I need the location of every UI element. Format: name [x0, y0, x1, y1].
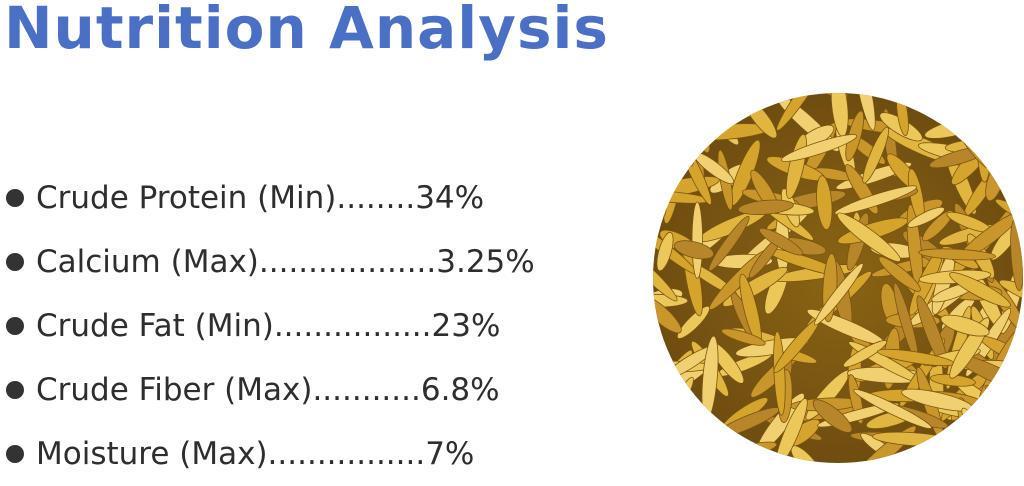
worm	[1001, 93, 1023, 115]
worm	[708, 215, 750, 272]
worm	[676, 305, 711, 339]
page: {"header": {"title": "Nutrition Analysis…	[4, 0, 1023, 472]
worm	[691, 201, 704, 279]
worm	[940, 314, 990, 337]
worm	[961, 407, 1000, 463]
worm	[989, 93, 1023, 129]
bullet	[6, 317, 24, 335]
worm	[814, 263, 864, 326]
worm	[1008, 99, 1023, 163]
worms	[653, 93, 1023, 463]
worm	[918, 248, 996, 261]
worm	[759, 227, 804, 256]
worm	[669, 93, 695, 167]
worm	[943, 430, 971, 463]
bullet	[6, 253, 24, 271]
nutrition-item: Crude Fiber (Max)...........6.8%	[6, 358, 535, 422]
worm	[990, 402, 1023, 432]
item-text: Moisture (Max)................7%	[36, 436, 475, 472]
worm	[853, 389, 932, 429]
worm	[653, 130, 667, 218]
worm	[653, 248, 678, 302]
worm	[949, 272, 1011, 308]
worm	[975, 93, 1013, 134]
worm	[836, 212, 901, 263]
worm	[862, 126, 890, 184]
worm	[692, 111, 711, 154]
title: Nutrition Analysis	[4, 0, 609, 62]
worm	[673, 240, 715, 260]
worm	[816, 175, 833, 231]
worm	[702, 93, 715, 138]
worm	[773, 331, 786, 416]
worm	[689, 442, 753, 463]
worm	[705, 93, 764, 104]
worm	[780, 134, 858, 162]
worm	[984, 384, 1023, 433]
nutrition-item: Crude Protein (Min)........34%	[6, 166, 535, 230]
worm	[1018, 93, 1023, 144]
worm	[737, 199, 794, 215]
worm	[916, 295, 948, 369]
nutrition-item: Crude Fat (Min)................23%	[6, 294, 535, 358]
worm	[959, 93, 1013, 125]
worm	[657, 376, 694, 439]
worm	[656, 231, 674, 272]
worm	[973, 93, 1023, 121]
worm	[993, 102, 1023, 130]
bullet	[6, 445, 24, 463]
worm	[697, 93, 756, 118]
worm	[701, 416, 714, 463]
mealworm-photo	[653, 93, 1023, 463]
item-text: Crude Protein (Min)........34%	[36, 180, 485, 216]
worm	[721, 328, 766, 346]
worm	[878, 256, 921, 292]
worm	[812, 399, 853, 433]
worm	[653, 131, 687, 148]
worm	[853, 93, 876, 131]
worm	[834, 185, 918, 215]
worm	[653, 417, 667, 459]
nutrition-item: Calcium (Max)..................3.25%	[6, 230, 535, 294]
bullet	[6, 189, 24, 207]
nutrition-item: Moisture (Max)................7%	[6, 422, 535, 486]
worm	[907, 206, 945, 228]
worm	[704, 441, 778, 463]
worm	[988, 93, 1023, 123]
worm	[653, 411, 703, 447]
worm	[658, 420, 726, 455]
item-text: Crude Fat (Min)................23%	[36, 308, 501, 344]
worm	[998, 279, 1023, 308]
worm	[922, 210, 954, 242]
worm	[775, 398, 808, 463]
worm	[653, 173, 674, 192]
worm	[842, 340, 888, 368]
worm	[690, 93, 740, 146]
worm	[653, 117, 716, 134]
worm	[718, 93, 732, 133]
item-text: Calcium (Max)..................3.25%	[36, 244, 535, 280]
worm	[941, 442, 983, 462]
bullet	[6, 381, 24, 399]
nutrition-list: Crude Protein (Min)........34% Calcium (M…	[6, 166, 535, 486]
worm	[659, 421, 703, 459]
worm	[981, 93, 1009, 136]
worm	[653, 102, 666, 171]
worm	[653, 394, 671, 417]
worm	[653, 93, 678, 141]
item-text: Crude Fiber (Max)...........6.8%	[36, 372, 500, 408]
worm	[997, 159, 1023, 171]
worm	[653, 137, 668, 206]
